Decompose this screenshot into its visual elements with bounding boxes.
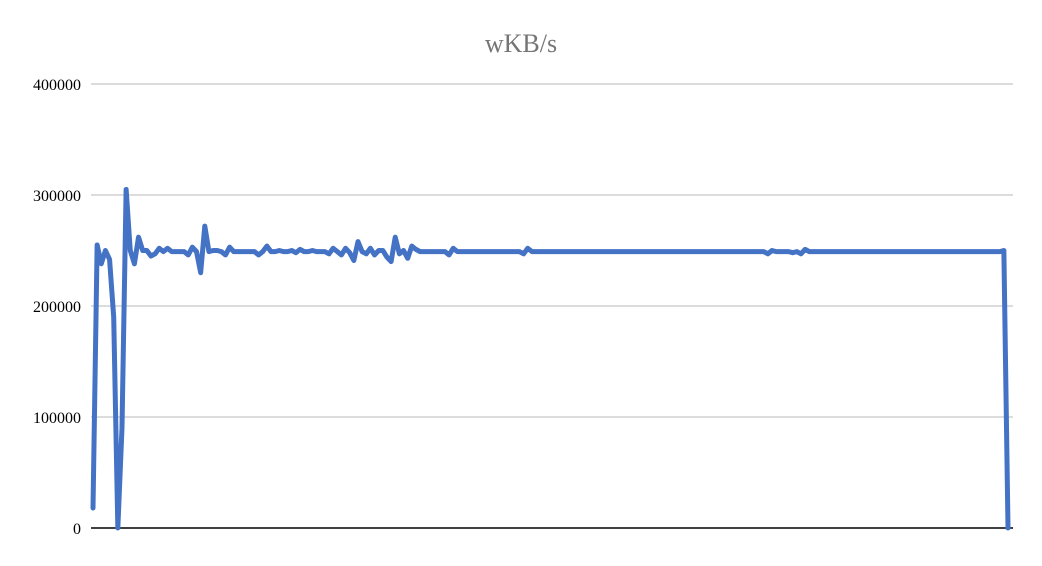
y-axis-tick-labels: 0 100000 200000 300000 400000 bbox=[33, 77, 81, 538]
y-tick-label: 200000 bbox=[33, 299, 81, 316]
y-tick-label: 300000 bbox=[33, 188, 81, 205]
chart-title: wKB/s bbox=[485, 29, 557, 58]
y-gridlines bbox=[91, 83, 1013, 418]
y-tick-label: 400000 bbox=[33, 77, 81, 94]
series-group bbox=[90, 186, 1011, 531]
series-line bbox=[90, 186, 1011, 531]
y-tick-label: 0 bbox=[73, 521, 81, 538]
y-tick-label: 100000 bbox=[33, 410, 81, 427]
